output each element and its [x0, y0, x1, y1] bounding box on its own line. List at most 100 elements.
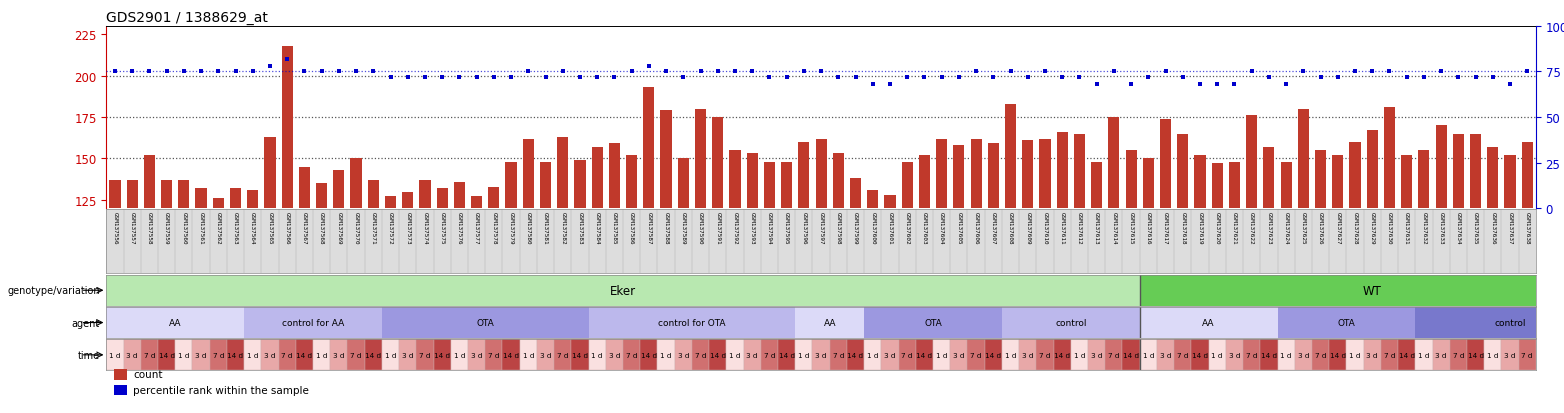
- Text: 1 d: 1 d: [591, 352, 604, 358]
- Bar: [1003, 307, 1140, 338]
- Bar: [399, 339, 416, 370]
- Bar: [1212, 164, 1223, 209]
- Bar: [777, 339, 795, 370]
- Text: GSM137581: GSM137581: [543, 211, 547, 244]
- Text: count: count: [133, 370, 163, 380]
- Bar: [1450, 339, 1467, 370]
- Bar: [937, 139, 948, 209]
- Text: GSM137561: GSM137561: [199, 211, 203, 244]
- Bar: [1367, 131, 1378, 209]
- Text: 3 d: 3 d: [952, 352, 965, 358]
- Bar: [1195, 156, 1206, 209]
- Bar: [454, 182, 465, 209]
- Bar: [1333, 156, 1343, 209]
- Text: GSM137558: GSM137558: [147, 211, 152, 244]
- Bar: [622, 339, 640, 370]
- Text: GSM137606: GSM137606: [974, 211, 979, 244]
- Text: 1 d: 1 d: [1212, 352, 1223, 358]
- Bar: [1364, 339, 1381, 370]
- Bar: [313, 339, 330, 370]
- Text: 1 d: 1 d: [1143, 352, 1154, 358]
- Text: 1 d: 1 d: [935, 352, 948, 358]
- Bar: [626, 156, 637, 209]
- Bar: [848, 339, 865, 370]
- Bar: [988, 144, 999, 209]
- Text: 1 d: 1 d: [798, 352, 810, 358]
- Bar: [316, 184, 327, 209]
- Bar: [1278, 339, 1295, 370]
- Bar: [918, 156, 931, 209]
- Text: 7 d: 7 d: [282, 352, 292, 358]
- Bar: [1381, 339, 1398, 370]
- Bar: [729, 151, 741, 209]
- Text: 7 d: 7 d: [763, 352, 776, 358]
- Text: GSM137600: GSM137600: [870, 211, 876, 244]
- Text: 7 d: 7 d: [144, 352, 155, 358]
- Text: GSM137629: GSM137629: [1370, 211, 1375, 244]
- Text: 14 d: 14 d: [504, 352, 519, 358]
- Bar: [1178, 134, 1189, 209]
- Bar: [971, 139, 982, 209]
- Bar: [1157, 339, 1175, 370]
- Text: 3 d: 3 d: [540, 352, 551, 358]
- Bar: [1312, 339, 1329, 370]
- Text: 7 d: 7 d: [1247, 352, 1257, 358]
- Bar: [468, 339, 485, 370]
- Bar: [899, 339, 917, 370]
- Bar: [261, 339, 278, 370]
- Text: 14 d: 14 d: [1123, 352, 1139, 358]
- Bar: [299, 167, 310, 209]
- Bar: [1106, 339, 1123, 370]
- Bar: [382, 307, 588, 338]
- Text: GSM137633: GSM137633: [1439, 211, 1444, 244]
- Text: 14 d: 14 d: [1467, 352, 1484, 358]
- Bar: [1261, 339, 1278, 370]
- Bar: [247, 190, 258, 209]
- Bar: [1487, 147, 1498, 209]
- Text: GSM137608: GSM137608: [1009, 211, 1013, 244]
- Text: GSM137637: GSM137637: [1508, 211, 1512, 244]
- Bar: [192, 339, 210, 370]
- Text: control for AA: control for AA: [282, 318, 344, 327]
- Text: GSM137556: GSM137556: [113, 211, 117, 244]
- Text: 7 d: 7 d: [419, 352, 430, 358]
- Text: GSM137621: GSM137621: [1232, 211, 1237, 244]
- Bar: [244, 339, 261, 370]
- Text: 1 d: 1 d: [247, 352, 258, 358]
- Bar: [1023, 141, 1034, 209]
- Bar: [643, 88, 654, 209]
- Bar: [1278, 307, 1415, 338]
- Text: GSM137584: GSM137584: [594, 211, 599, 244]
- Text: GSM137624: GSM137624: [1284, 211, 1289, 244]
- Text: OTA: OTA: [477, 318, 494, 327]
- Text: GSM137557: GSM137557: [130, 211, 135, 244]
- Text: GSM137622: GSM137622: [1250, 211, 1254, 244]
- Bar: [660, 111, 671, 209]
- Bar: [812, 339, 830, 370]
- Bar: [1470, 134, 1481, 209]
- Text: 3 d: 3 d: [127, 352, 138, 358]
- Bar: [1192, 339, 1209, 370]
- Bar: [1074, 134, 1085, 209]
- Text: 14 d: 14 d: [710, 352, 726, 358]
- Text: GSM137567: GSM137567: [302, 211, 307, 244]
- Bar: [175, 339, 192, 370]
- Bar: [264, 138, 275, 209]
- Text: percentile rank within the sample: percentile rank within the sample: [133, 385, 308, 395]
- Bar: [1089, 339, 1106, 370]
- Bar: [1003, 339, 1020, 370]
- Bar: [1040, 139, 1051, 209]
- Bar: [1143, 159, 1154, 209]
- Text: control: control: [1056, 318, 1087, 327]
- Bar: [385, 197, 396, 209]
- Text: GSM137605: GSM137605: [956, 211, 962, 244]
- Text: GSM137601: GSM137601: [887, 211, 893, 244]
- Text: GSM137569: GSM137569: [336, 211, 341, 244]
- Text: 3 d: 3 d: [471, 352, 482, 358]
- Text: 3 d: 3 d: [746, 352, 759, 358]
- Text: GSM137576: GSM137576: [457, 211, 461, 244]
- Bar: [505, 162, 516, 209]
- Text: GSM137631: GSM137631: [1404, 211, 1409, 244]
- Bar: [419, 180, 430, 209]
- Text: GSM137598: GSM137598: [835, 211, 841, 244]
